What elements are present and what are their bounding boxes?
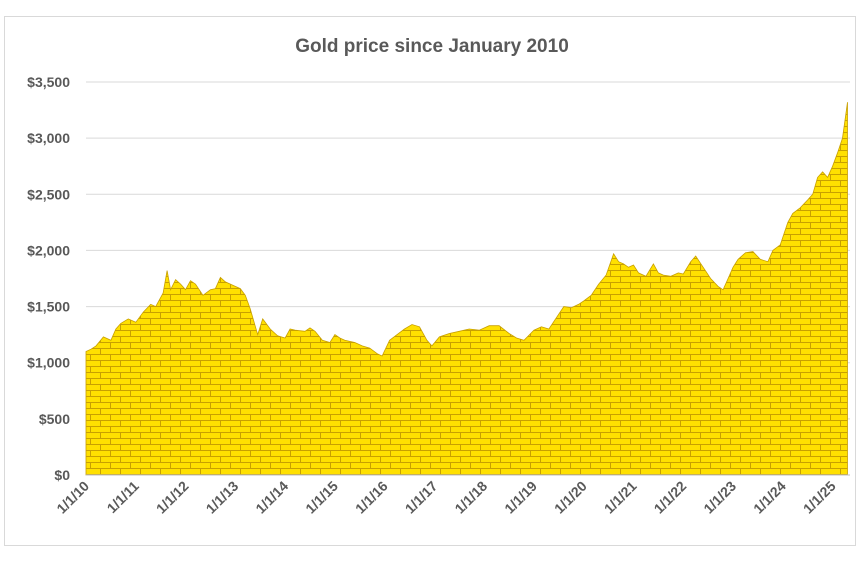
- y-tick-label: $2,500: [27, 186, 70, 202]
- x-tick-label: 1/1/17: [402, 478, 441, 517]
- x-tick-label: 1/1/10: [53, 478, 92, 517]
- y-tick-label: $500: [39, 411, 70, 427]
- x-tick-label: 1/1/20: [551, 478, 590, 517]
- y-tick-label: $1,500: [27, 299, 70, 315]
- x-tick-label: 1/1/15: [302, 478, 341, 517]
- x-tick-label: 1/1/21: [601, 478, 640, 517]
- y-tick-label: $3,500: [27, 74, 70, 90]
- x-tick-label: 1/1/25: [800, 478, 839, 517]
- gold-price-area: [85, 102, 848, 476]
- x-axis-ticks: 1/1/10 1/1/11 1/1/12 1/1/13 1/1/14 1/1/15 1/1/…: [53, 478, 839, 517]
- x-tick-label: 1/1/24: [750, 478, 789, 517]
- area-series: [85, 102, 850, 476]
- x-tick-label: 1/1/11: [104, 478, 142, 516]
- y-tick-label: $3,000: [27, 130, 70, 146]
- x-tick-label: 1/1/13: [203, 478, 242, 517]
- x-tick-label: 1/1/12: [153, 478, 192, 517]
- x-tick-label: 1/1/14: [252, 478, 291, 517]
- x-tick-label: 1/1/16: [352, 478, 391, 517]
- x-tick-label: 1/1/18: [451, 478, 490, 517]
- chart-title: Gold price since January 2010: [295, 36, 569, 57]
- x-tick-label: 1/1/23: [700, 478, 739, 517]
- chart-frame: [4, 16, 856, 546]
- x-tick-label: 1/1/19: [501, 478, 540, 517]
- y-axis-ticks: $0 $500 $1,000 $1,500 $2,000 $2,500 $3,000 $3,5…: [27, 74, 70, 483]
- x-tick-label: 1/1/22: [651, 478, 690, 517]
- y-tick-label: $0: [54, 467, 70, 483]
- y-tick-label: $2,000: [27, 242, 70, 258]
- y-tick-label: $1,000: [27, 355, 70, 371]
